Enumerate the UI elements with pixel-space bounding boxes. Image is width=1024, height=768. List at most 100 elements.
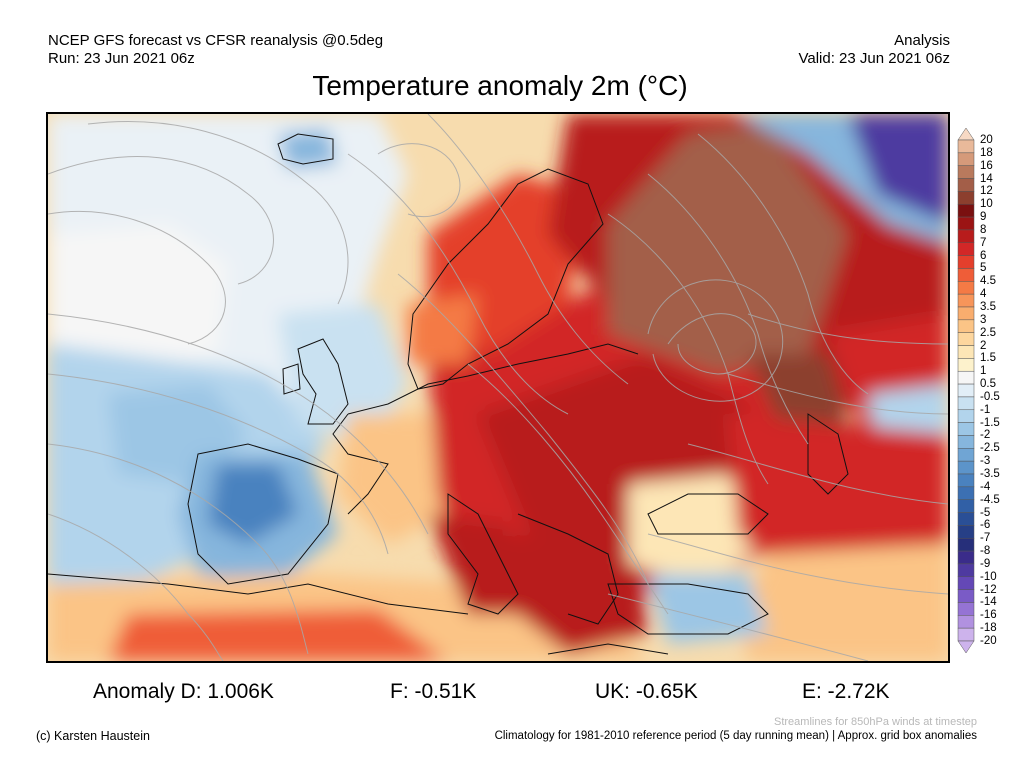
regional-anomalies: Anomaly D: 1.006K F: -0.51K UK: -0.65K E… [0,680,1024,706]
colorbar-top-arrow [957,128,975,141]
colorbar-tick-label: -3 [980,455,991,468]
colorbar-bottom-arrow [957,640,975,653]
colorbar-tick-label: -4.5 [980,493,1000,506]
map-title: Temperature anomaly 2m (°C) [312,70,688,101]
colorbar-tick-label: -4 [980,480,991,493]
colorbar-tick-label: -8 [980,545,991,558]
climatology-note: Climatology for 1981-2010 reference peri… [494,730,977,742]
colorbar-swatch [957,216,975,231]
colorbar-swatch [957,615,975,629]
colorbar-swatch [957,589,975,603]
valid-time: Valid: 23 Jun 2021 06z [798,50,950,67]
colorbar-tick-label: 16 [980,159,993,172]
colorbar-tick-label: 0.5 [980,378,996,391]
colorbar-tick-label: -16 [980,609,997,622]
colorbar-swatch [957,370,975,385]
colorbar-swatch [957,293,975,308]
streamlines-note: Streamlines for 850hPa winds at timestep [774,716,977,728]
colorbar-swatch [957,512,975,526]
anomaly-map-graphic [48,114,948,661]
colorbar-swatch [957,448,975,462]
colorbar-tick-label: -1 [980,403,991,416]
colorbar-swatch [957,576,975,590]
colorbar-tick-label: -18 [980,622,997,635]
colorbar-tick-label: -14 [980,596,997,609]
colorbar-tick-label: 9 [980,211,987,224]
colorbar-tick-label: 18 [980,146,993,159]
colorbar-swatches [957,128,975,653]
header-left: NCEP GFS forecast vs CFSR reanalysis @0.… [48,32,383,68]
colorbar-swatch [957,409,975,423]
anomaly-field [48,114,948,661]
wind-streamlines [48,114,948,661]
colorbar-swatch [957,537,975,552]
run-time: Run: 23 Jun 2021 06z [48,50,195,67]
colorbar-tick-label: -6 [980,519,991,532]
coastlines [48,133,849,655]
colorbar-tick-label: -2 [980,429,991,442]
colorbar-tick-label: 20 [980,134,993,146]
colorbar-tick-label: 10 [980,198,993,211]
colorbar-tick-label: 4.5 [980,275,996,288]
header-right: Analysis Valid: 23 Jun 2021 06z [798,32,950,68]
colorbar-swatch [957,319,975,333]
colorbar-tick-label: 1 [980,365,987,378]
colorbar-swatch [957,345,975,359]
colorbar-swatch [957,422,975,436]
colorbar-tick-label: -5 [980,506,991,519]
analysis-label: Analysis [894,32,950,49]
colorbar-swatch [957,627,975,642]
colorbar-swatch [957,255,975,269]
colorbar-tick-label: 1.5 [980,352,996,365]
colorbar-tick-label: 7 [980,236,987,249]
colorbar-swatch [957,139,975,154]
colorbar-swatch [957,602,975,616]
colorbar-tick-label: -1.5 [980,416,1000,429]
colorbar-swatch [957,191,975,205]
colorbar-tick-label: 6 [980,249,987,262]
colorbar-swatch [957,435,975,449]
colorbar-swatch [957,563,975,578]
colorbar-swatch [957,306,975,321]
colorbar-swatch [957,242,975,256]
anomaly-map [46,112,950,663]
colorbar-tick-label: 3 [980,313,987,326]
colorbar-tick-label: 14 [980,172,993,185]
colorbar-tick-label: -12 [980,583,997,596]
colorbar-swatch [957,229,975,244]
colorbar-tick-label: -7 [980,532,991,545]
colorbar-swatch [957,550,975,565]
stat-france: F: -0.51K [390,680,477,703]
model-description: NCEP GFS forecast vs CFSR reanalysis @0.… [48,32,384,49]
stat-spain: E: -2.72K [802,680,890,703]
colorbar-tick-label: 2 [980,339,987,352]
colorbar-tick-label: -9 [980,557,991,570]
colorbar: 20 18 16 14 12 10 9 8 7 6 5 4.5 4 3.5 3 2.5 2 1.5 1 0.5 -0.5… [956,128,1024,653]
colorbar-tick-label: -3.5 [980,468,1000,480]
colorbar-swatch [957,152,975,166]
colorbar-tick-label: 4 [980,288,987,301]
colorbar-swatch [957,486,975,500]
colorbar-tick-label: 5 [980,262,987,275]
colorbar-swatch [957,268,975,282]
colorbar-swatch [957,358,975,372]
colorbar-swatch [957,203,975,218]
colorbar-swatch [957,396,975,411]
credit: (c) Karsten Haustein [36,729,150,743]
colorbar-tick-label: 2.5 [980,326,996,339]
colorbar-tick-label: -20 [980,635,997,647]
colorbar-swatch [957,332,975,346]
colorbar-tick-label: -10 [980,570,997,583]
colorbar-swatch [957,281,975,295]
stat-uk: UK: -0.65K [595,680,698,703]
stat-germany: Anomaly D: 1.006K [93,680,274,703]
colorbar-swatch [957,165,975,179]
colorbar-tick-label: 3.5 [980,301,996,313]
colorbar-tick-label: 8 [980,223,987,236]
colorbar-swatch [957,178,975,192]
colorbar-tick-label: -0.5 [980,390,1000,403]
colorbar-tick-label: 12 [980,185,993,198]
colorbar-swatch [957,473,975,488]
colorbar-swatch [957,383,975,398]
colorbar-swatch [957,460,975,475]
